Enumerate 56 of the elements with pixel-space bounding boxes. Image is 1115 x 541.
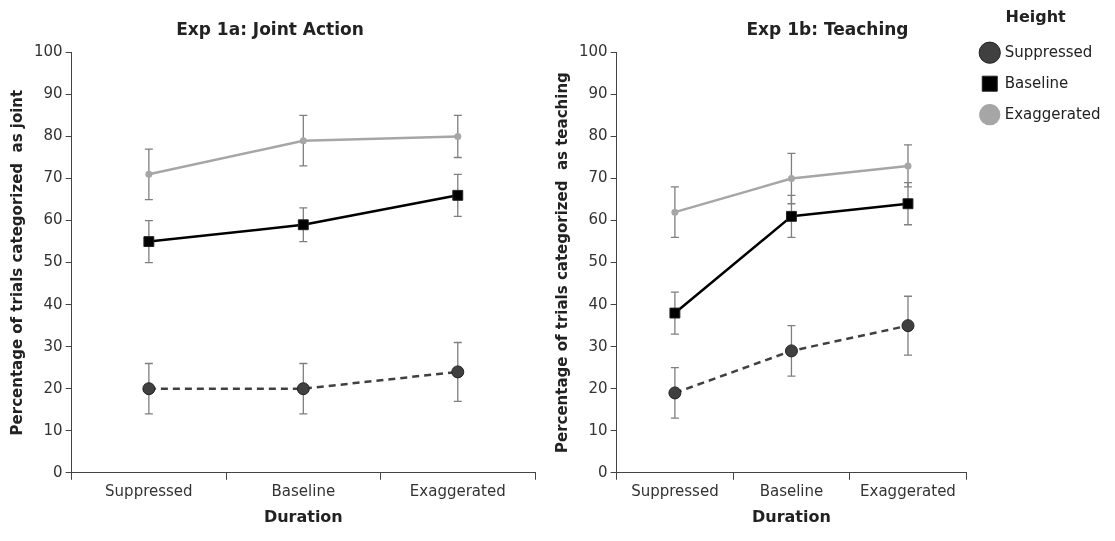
y-tick-label: 40 (43, 294, 63, 313)
y-tick-label: 60 (43, 210, 63, 229)
point (669, 307, 681, 319)
x-axis-title: Duration (263, 506, 343, 526)
legend-label: Exaggerated (1004, 104, 1101, 123)
point (902, 198, 914, 210)
point (904, 162, 912, 170)
y-tick-label: 90 (588, 84, 608, 103)
y-axis-title: Percentage of trials categorized as joint (7, 89, 26, 436)
point (452, 189, 464, 201)
y-tick-label: 100 (578, 42, 608, 61)
point (671, 208, 679, 216)
y-tick-label: 50 (43, 252, 63, 271)
point (297, 219, 309, 231)
y-tick-label: 80 (588, 126, 608, 145)
point (454, 132, 462, 140)
y-tick-label: 40 (588, 294, 608, 313)
legend-label: Suppressed (1004, 42, 1093, 61)
point (668, 386, 682, 400)
y-tick-label: 20 (43, 378, 63, 397)
y-tick-label: 30 (43, 336, 63, 355)
point (787, 175, 795, 183)
point (142, 382, 156, 396)
legend-title: Height (1005, 7, 1067, 27)
y-tick-label: 50 (588, 252, 608, 271)
chart-title: Exp 1b: Teaching (746, 18, 909, 39)
y-tick-label: 0 (53, 462, 63, 481)
y-tick-label: 10 (588, 420, 608, 439)
x-tick-label: Baseline (759, 481, 824, 500)
point (299, 137, 307, 145)
y-tick-label: 30 (588, 336, 608, 355)
x-tick-label: Baseline (271, 481, 336, 500)
point (451, 365, 465, 379)
x-tick-label: Suppressed (105, 481, 193, 500)
y-tick-label: 90 (43, 84, 63, 103)
legend-label: Baseline (1004, 73, 1069, 92)
x-tick-label: Suppressed (631, 481, 719, 500)
x-tick-label: Exaggerated (409, 481, 506, 500)
point (784, 344, 798, 358)
chart-title: Exp 1a: Joint Action (176, 18, 364, 39)
y-axis-title: Percentage of trials categorized as teaching (552, 72, 571, 454)
y-tick-label: 0 (598, 462, 608, 481)
y-tick-label: 70 (588, 168, 608, 187)
point (145, 170, 153, 178)
point (901, 319, 915, 333)
point (296, 382, 310, 396)
y-tick-label: 80 (43, 126, 63, 145)
y-tick-label: 60 (588, 210, 608, 229)
point (785, 210, 797, 222)
y-tick-label: 70 (43, 168, 63, 187)
x-tick-label: Exaggerated (860, 481, 956, 500)
y-tick-label: 10 (43, 420, 63, 439)
y-tick-label: 20 (588, 378, 608, 397)
x-axis-title: Duration (752, 506, 831, 526)
point (143, 236, 155, 248)
y-tick-label: 100 (33, 42, 63, 61)
